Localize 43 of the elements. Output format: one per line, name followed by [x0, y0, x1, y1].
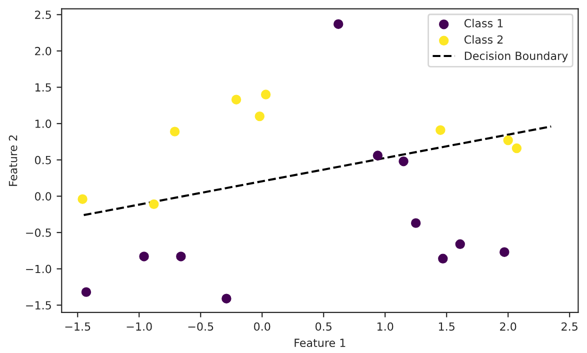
- y-tick-label: 1.5: [35, 83, 51, 92]
- point: [500, 247, 510, 257]
- point: [149, 199, 159, 210]
- x-tick-label: 0.0: [254, 322, 270, 331]
- legend-label: Class 1: [464, 18, 503, 28]
- point: [231, 94, 242, 104]
- y-tick-label: −0.5: [26, 228, 51, 237]
- point: [512, 143, 522, 154]
- point: [438, 254, 448, 264]
- point: [372, 150, 383, 160]
- point: [334, 19, 344, 29]
- point: [81, 287, 92, 297]
- y-tick-label: 2.0: [35, 46, 52, 56]
- point: [455, 239, 465, 249]
- x-tick-label: 2.0: [500, 322, 516, 331]
- y-tick-label: −1.0: [26, 264, 52, 274]
- point: [410, 218, 421, 228]
- y-tick-label: −1.5: [26, 301, 51, 310]
- point: [260, 90, 271, 100]
- y-tick-label: 2.5: [35, 10, 51, 20]
- legend-label: Class 2: [464, 35, 503, 44]
- point: [78, 194, 88, 204]
- legend-label: Decision Boundary: [464, 51, 568, 62]
- x-tick-label: −1.5: [65, 322, 90, 331]
- x-tick-label: −0.5: [188, 322, 214, 331]
- point: [139, 252, 149, 262]
- point: [503, 135, 513, 146]
- x-axis-title: Feature 1: [294, 338, 346, 348]
- y-tick-label: 0.5: [34, 156, 51, 164]
- x-tick-label: 1.5: [438, 322, 454, 331]
- x-tick-label: −1.0: [126, 322, 152, 331]
- point: [398, 156, 408, 166]
- y-tick-label: 0.0: [34, 192, 52, 201]
- point: [222, 294, 232, 304]
- point: [176, 252, 186, 262]
- y-axis-title: Feature 2: [8, 135, 18, 186]
- point: [254, 111, 265, 122]
- point: [436, 125, 446, 135]
- y-tick-label: 1.0: [35, 120, 52, 128]
- x-tick-label: 1.0: [377, 322, 394, 331]
- x-tick-label: 2.5: [562, 322, 578, 331]
- x-tick-label: 0.5: [316, 322, 332, 331]
- point: [170, 126, 180, 136]
